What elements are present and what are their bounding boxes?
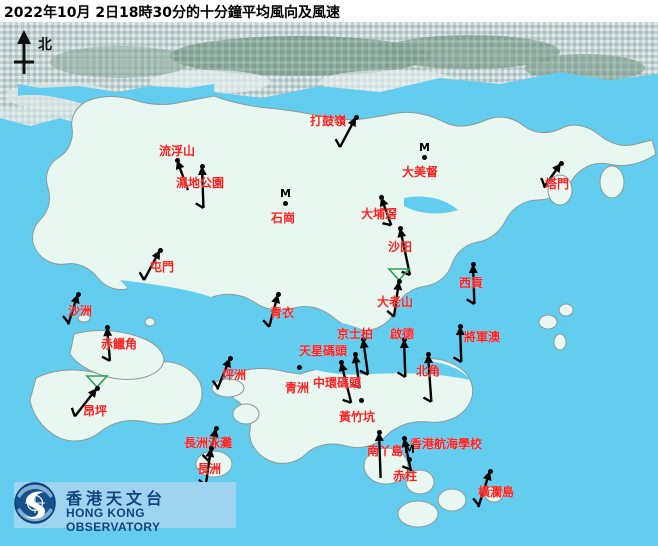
- wind-barb-icon: [466, 263, 478, 306]
- wind-barb-icon: [61, 293, 80, 325]
- m-marker-label: M: [404, 443, 415, 456]
- wind-barb-icon: [386, 280, 403, 318]
- station-name-label: 沙洲: [68, 304, 93, 318]
- station-name-label: 沙田: [388, 240, 413, 254]
- station-name-label: 大老山: [377, 295, 414, 309]
- station-dot-icon: [359, 398, 364, 403]
- wind-barb-icon: [452, 325, 465, 364]
- station-name-label: 青衣: [270, 306, 295, 320]
- wind-barb-icon: [351, 353, 361, 389]
- wind-barb-icon: [396, 338, 409, 379]
- wind-barb-icon: [379, 196, 393, 227]
- wind-barb-icon: [138, 249, 162, 281]
- station-name-label: 濕地公園: [176, 176, 225, 190]
- station-dot-icon: [422, 155, 427, 160]
- map-canvas: 北 打鼓嶺流浮山濕地公園 M 石崗 M 大美督塔門大埔滘沙田屯門沙洲赤鱲角 青衣 大老山 西貢…: [0, 22, 658, 546]
- station-name-label: 赤柱: [393, 469, 418, 483]
- wind-barb-icon: [262, 293, 281, 328]
- station-name-label: 坪洲: [222, 368, 247, 382]
- station-name-label: 大埔滘: [361, 207, 398, 221]
- station-name-label: 長洲泳灘: [184, 436, 233, 450]
- station-name-label: 天星碼頭: [299, 344, 348, 358]
- title-bar: 2022年10月 2日18時30分的十分鐘平均風向及風速: [0, 0, 658, 22]
- station-name-label: 屯門: [150, 260, 175, 274]
- station-name-label: 大美督: [402, 165, 439, 179]
- station-dot-icon: [297, 365, 302, 370]
- wind-barb-icon: [472, 470, 492, 508]
- m-marker-label: M: [419, 141, 430, 154]
- hko-name-tc: 香港天文台: [66, 489, 167, 508]
- wind-barb-icon: [211, 357, 232, 390]
- wind-barb-icon: [334, 116, 358, 148]
- station-dot-icon: [283, 201, 288, 206]
- m-marker-label: M: [280, 187, 291, 200]
- chek-lap-kok-land: [69, 330, 165, 380]
- station-dot-icon: [407, 457, 412, 462]
- wind-barb-icon: [540, 162, 562, 189]
- station-name-label: 啟德: [390, 327, 415, 341]
- station-name-label: 流浮山: [159, 144, 196, 158]
- north-arrow-icon: 北: [8, 28, 68, 80]
- station-name-label: 京士柏: [337, 327, 374, 341]
- wind-barb-icon: [101, 326, 113, 362]
- map-basemap: [0, 22, 658, 546]
- wind-barb-icon: [175, 159, 190, 191]
- station-name-label: 長洲: [197, 462, 222, 476]
- station-name-label: 黃竹坑: [339, 410, 376, 424]
- station-name-label: 橫瀾島: [478, 485, 515, 499]
- wind-barb-icon: [70, 387, 98, 418]
- station-name-label: 昂坪: [83, 404, 108, 418]
- station-name-label: 石崗: [271, 211, 296, 225]
- station-name-label: 青洲: [285, 381, 310, 395]
- station-name-label: 塔門: [545, 177, 570, 191]
- station-name-label: 南丫島: [367, 444, 404, 458]
- hko-logo: 香港天文台 HONG KONG OBSERVATORY: [14, 482, 236, 534]
- wind-barb-icon: [195, 165, 207, 210]
- station-name-label: 將軍澳: [464, 330, 501, 344]
- wind-barb-icon: [338, 361, 353, 404]
- wind-barb-icon: [397, 227, 412, 277]
- station-name-label: 西貢: [459, 276, 484, 290]
- wind-barb-icon: [422, 353, 434, 403]
- hko-logo-mark: [14, 482, 56, 524]
- station-name-label: 香港航海學校: [410, 437, 483, 451]
- triangle-marker-icon: [387, 268, 411, 282]
- station-name-label: 中環碼頭: [313, 376, 362, 390]
- triangle-marker-icon: [85, 375, 109, 389]
- north-label: 北: [38, 37, 52, 53]
- wind-barb-icon: [359, 338, 370, 376]
- page-title: 2022年10月 2日18時30分的十分鐘平均風向及風速: [4, 5, 341, 21]
- hko-name-en: HONG KONG OBSERVATORY: [66, 506, 161, 534]
- station-name-label: 打鼓嶺: [310, 114, 347, 128]
- wind-barb-icon: [374, 431, 384, 479]
- station-name-label: 北角: [416, 364, 441, 378]
- station-name-label: 赤鱲角: [101, 337, 138, 351]
- wind-barb-icon: [401, 437, 413, 472]
